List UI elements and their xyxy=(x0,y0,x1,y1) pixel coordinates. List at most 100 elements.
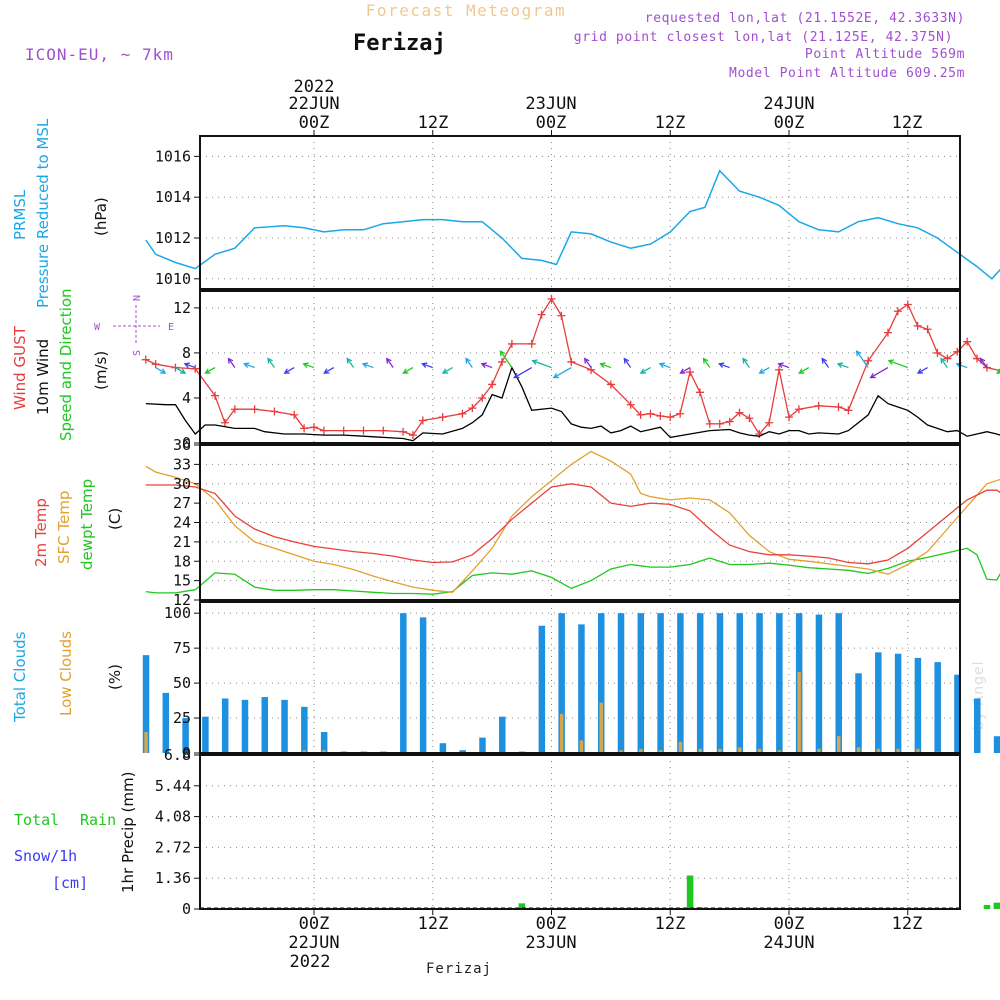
temp-ytick-label: 24 xyxy=(173,514,191,532)
wind-direction-arrowhead xyxy=(361,362,369,368)
total-clouds-bar xyxy=(499,716,506,753)
wind-direction-arrow xyxy=(205,367,216,374)
top-tick-12z-1: 12Z xyxy=(418,113,449,133)
temp-panel-frame xyxy=(199,444,961,601)
wind-direction-arrowhead xyxy=(777,362,784,368)
wind-direction-arrowhead xyxy=(480,362,487,368)
clouds-ytick-label: 75 xyxy=(173,639,191,657)
temp-ytick-label: 36 xyxy=(173,436,191,454)
total-clouds-bar xyxy=(993,736,1000,753)
wind-direction-arrow xyxy=(584,358,592,368)
temp-ytick-label: 27 xyxy=(173,494,191,512)
rain-bar xyxy=(983,904,991,909)
gust-marker xyxy=(498,357,507,366)
gust-marker xyxy=(903,300,912,309)
gust-marker xyxy=(418,416,427,425)
gust-marker xyxy=(834,402,843,411)
pressure-line xyxy=(145,169,1000,280)
total-clouds-bar xyxy=(894,653,902,753)
wind-direction-arrowhead xyxy=(283,368,290,374)
total-clouds-bar xyxy=(439,743,447,753)
gust-marker xyxy=(775,365,784,374)
wind-direction-arrow xyxy=(532,360,552,369)
wind-direction-arrow xyxy=(362,363,374,369)
rain-bar xyxy=(993,902,1000,909)
wind-direction-arrow xyxy=(870,367,889,379)
top-tick-00z-1: 00Z xyxy=(299,113,330,133)
wind-ytick-label: 0 xyxy=(182,434,191,452)
total-clouds-bar xyxy=(301,706,308,753)
total-clouds-bar xyxy=(142,655,150,753)
temp-2m-line xyxy=(145,483,1000,565)
temp-unit: (C) xyxy=(106,508,124,530)
gust-marker xyxy=(695,388,704,397)
wind-direction-arrowhead xyxy=(869,372,876,379)
total-clouds-bar xyxy=(657,613,664,753)
total-clouds-bar xyxy=(855,673,862,753)
gust-marker xyxy=(319,426,328,435)
gust-marker xyxy=(399,427,408,436)
gust-marker xyxy=(151,360,160,369)
temp-ytick-label: 15 xyxy=(173,572,191,590)
wind-direction-arrowhead xyxy=(227,357,234,364)
gust-marker xyxy=(507,339,516,348)
wind-direction-arrow xyxy=(303,363,315,369)
total-clouds-bar xyxy=(459,750,466,753)
grid-point-coords: grid point closest lon,lat (21.125E, 42.… xyxy=(574,30,953,45)
wind-direction-arrowhead xyxy=(499,350,506,357)
wind-direction-arrowhead xyxy=(916,368,924,374)
low-clouds-bar xyxy=(777,750,782,753)
gust-marker xyxy=(686,368,695,377)
wind-direction-arrow xyxy=(244,363,255,369)
gust-marker xyxy=(458,409,467,418)
precip-cm-label: [cm] xyxy=(52,874,88,892)
wind-direction-arrowhead xyxy=(386,357,392,364)
gust-line xyxy=(145,297,1000,436)
top-tick-00z-2: 00Z xyxy=(536,113,567,133)
gust-marker xyxy=(250,405,259,414)
low-clouds-bar xyxy=(856,747,861,753)
total-clouds-label: Total Clouds xyxy=(11,631,29,723)
wind-direction-arrowhead xyxy=(243,362,250,368)
total-clouds-bar xyxy=(558,613,565,753)
total-clouds-bar xyxy=(974,698,981,753)
rain-bar xyxy=(518,903,526,909)
wind-direction-arrowhead xyxy=(821,357,828,364)
total-clouds-bar xyxy=(479,737,486,753)
pressure-ytick-label: 1016 xyxy=(155,147,191,165)
low-clouds-bar xyxy=(876,748,881,753)
pressure-label-2: Pressure Reduced to MSL xyxy=(34,118,52,308)
total-clouds-bar xyxy=(400,613,407,753)
low-clouds-bar xyxy=(916,748,920,753)
wind-direction-arrow xyxy=(465,358,473,368)
gust-marker xyxy=(982,363,991,372)
low-clouds-bar xyxy=(658,750,663,753)
wind-ytick-label: 12 xyxy=(173,299,191,317)
temp-ytick-label: 18 xyxy=(173,552,191,570)
gust-marker xyxy=(379,426,388,435)
compass-west: W xyxy=(94,322,101,333)
wind-direction-arrow xyxy=(403,367,414,374)
wind-direction-arrowhead xyxy=(204,368,211,374)
gust-marker xyxy=(963,337,972,346)
wind-ytick-label: 8 xyxy=(182,344,191,362)
total-clouds-bar xyxy=(221,698,229,753)
low-clouds-label: Low Clouds xyxy=(57,631,75,716)
total-clouds-bar xyxy=(419,617,427,753)
gust-marker xyxy=(913,321,922,330)
wind-direction-arrowhead xyxy=(183,362,190,368)
wind-direction-arrow xyxy=(422,363,433,369)
wind-direction-arrow xyxy=(184,363,196,369)
gust-marker xyxy=(943,354,952,363)
grid-lines xyxy=(200,136,960,910)
total-clouds-bar xyxy=(578,624,585,753)
bottom-year-label: 2022 xyxy=(290,952,331,972)
gust-marker xyxy=(606,380,615,389)
wind-direction-arrowhead xyxy=(940,357,946,364)
gust-marker xyxy=(567,357,576,366)
gust-marker xyxy=(468,404,477,413)
top-tick-12z-2: 12Z xyxy=(655,113,686,133)
wind-direction-arrow xyxy=(323,367,335,374)
wind-direction-arrowhead xyxy=(402,368,409,374)
